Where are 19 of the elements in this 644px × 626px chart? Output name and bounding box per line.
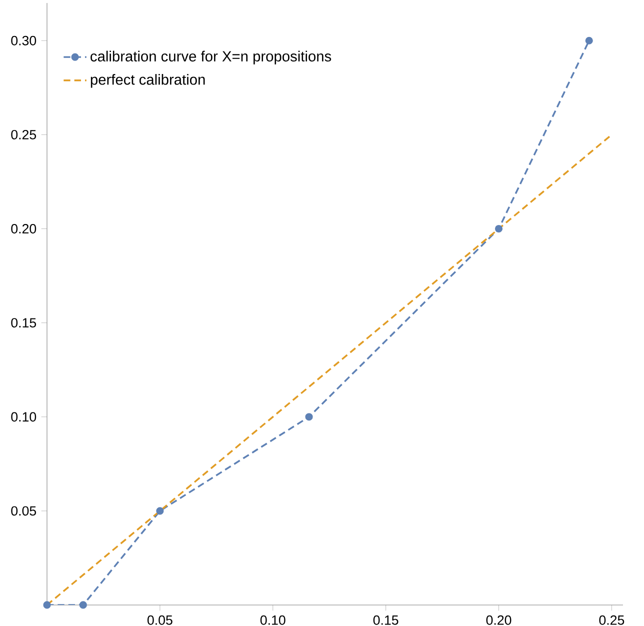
point [305,413,313,421]
point [79,601,87,609]
x-tick-label: 0.10 [260,615,286,625]
x-tick-label: 0.05 [147,615,172,625]
legend-label: perfect calibration [90,74,205,88]
x-tick-label: 0.25 [599,615,624,625]
y-tick-label: 0.20 [11,224,36,234]
point [585,36,593,44]
point [156,507,164,515]
legend-label: calibration curve for X=n propositions [90,50,332,64]
point [494,224,503,233]
y-tick-label: 0.25 [11,130,36,140]
point [43,601,51,609]
y-tick-label: 0.30 [11,36,36,46]
y-tick-label: 0.15 [11,318,36,328]
y-tick-label: 0.10 [11,412,36,422]
y-tick-label: 0.05 [11,506,36,516]
x-tick-label: 0.20 [486,615,512,625]
x-tick-label: 0.15 [373,615,398,625]
